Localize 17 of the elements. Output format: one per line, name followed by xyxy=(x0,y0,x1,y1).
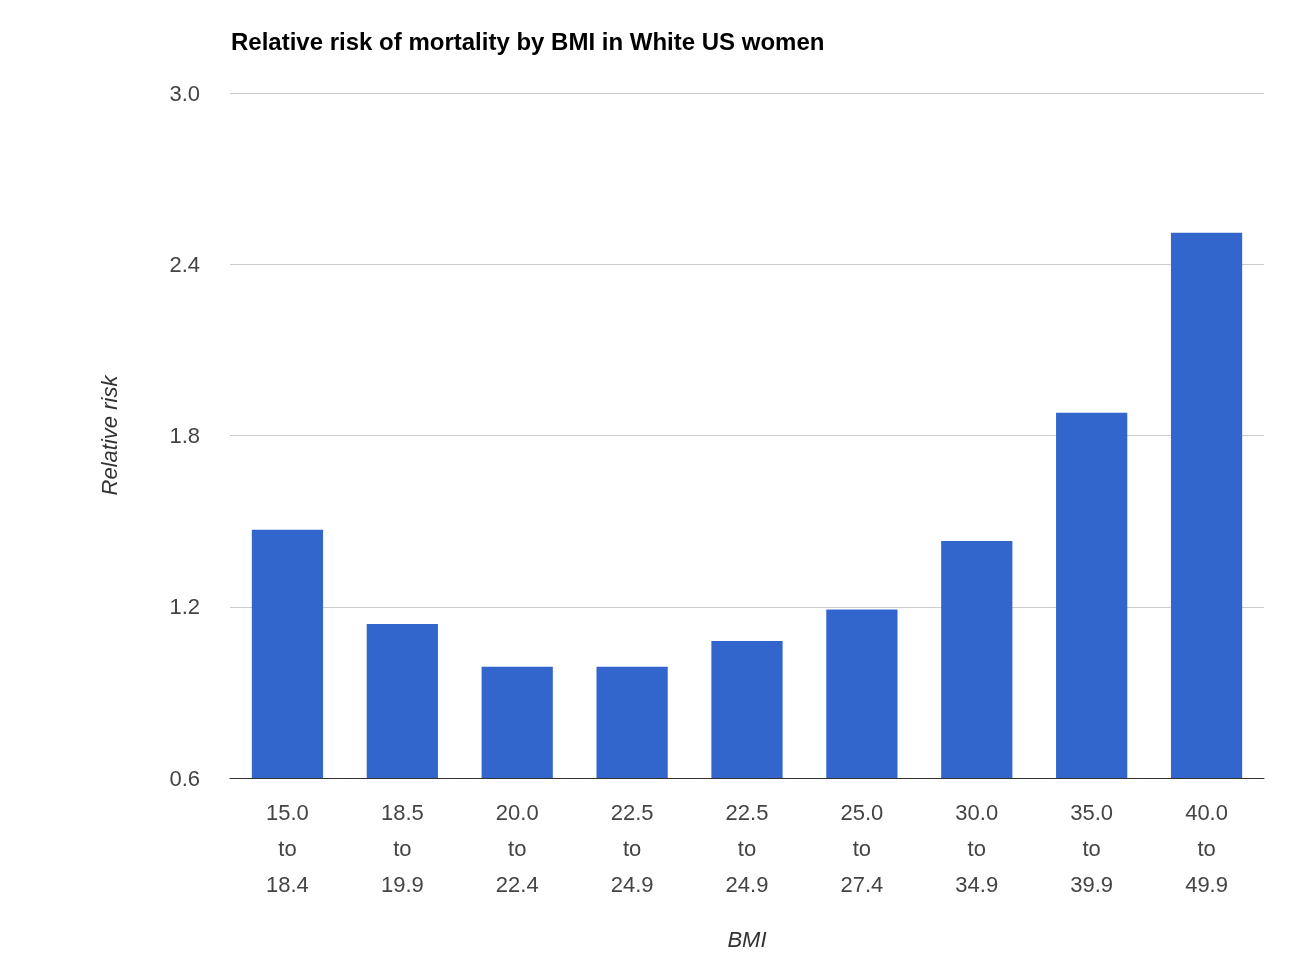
x-tick-label: 22.5 to 24.9 xyxy=(610,799,654,897)
x-tick-label: 20.0 to 22.4 xyxy=(495,799,539,897)
chart-title: Relative risk of mortality by BMI in White US women xyxy=(231,27,825,55)
y-tick-label: 0.6 xyxy=(169,765,200,791)
x-tick-label: 30.0 to 34.9 xyxy=(955,799,999,897)
x-tick-label: 15.0 to 18.4 xyxy=(266,799,309,897)
y-tick-label: 3.0 xyxy=(169,80,200,106)
x-tick-label: 25.0 to 27.4 xyxy=(840,799,884,897)
x-tick-label: 22.5 to 24.9 xyxy=(725,799,769,897)
x-axis-title: BMI xyxy=(727,926,767,952)
x-tick-label: 35.0 to 39.9 xyxy=(1070,799,1114,897)
y-axis-title: Relative risk xyxy=(96,374,122,496)
y-tick-label: 2.4 xyxy=(169,251,200,277)
x-tick-label: 18.5 to 19.9 xyxy=(380,799,424,897)
y-tick-label: 1.8 xyxy=(169,423,200,448)
x-tick-label: 40.0 to 49.9 xyxy=(1185,799,1228,897)
y-tick-label: 1.2 xyxy=(169,594,200,620)
